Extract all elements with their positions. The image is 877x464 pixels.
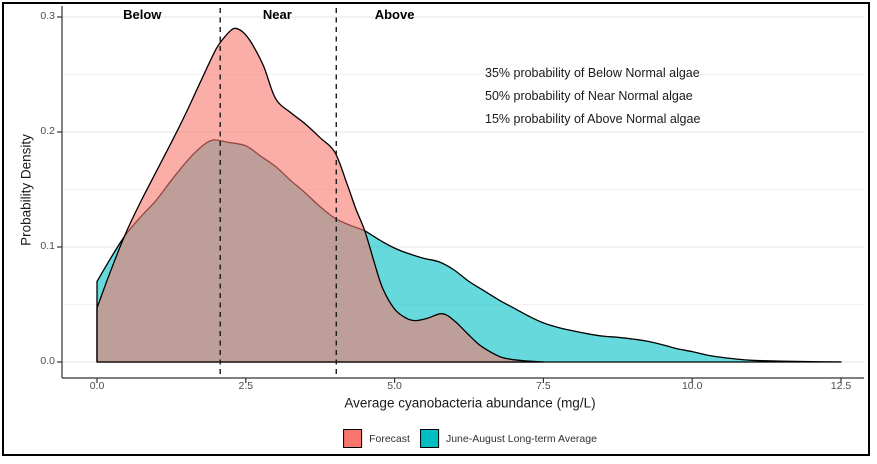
legend-label-forecast: Forecast <box>369 432 410 445</box>
x-tick-label: 2.5 <box>238 380 254 392</box>
x-axis-title: Average cyanobacteria abundance (mg/L) <box>344 395 596 411</box>
legend-label-longterm-average: June-August Long-term Average <box>445 432 597 445</box>
annotation-above-normal: 15% probability of Above Normal algae <box>485 112 701 126</box>
forecast-color-swatch-icon <box>343 429 363 448</box>
y-tick-label: 0.0 <box>40 355 55 367</box>
legend-item-forecast: Forecast <box>343 429 410 448</box>
longterm-average-color-swatch-icon <box>419 429 439 448</box>
x-tick-label: 5.0 <box>387 380 402 392</box>
x-tick-label: 12.5 <box>830 380 852 392</box>
annotation-below-normal: 35% probability of Below Normal algae <box>485 66 700 80</box>
x-tick-label: 0.0 <box>89 380 105 392</box>
y-axis-title: Probability Density <box>18 134 34 246</box>
legend: Forecast June-August Long-term Average <box>343 429 597 448</box>
y-tick-label: 0.2 <box>40 125 55 137</box>
y-tick-label: 0.3 <box>40 10 55 22</box>
x-tick-label: 7.5 <box>536 380 551 392</box>
y-tick-label: 0.1 <box>40 240 55 252</box>
legend-item-longterm-average: June-August Long-term Average <box>419 429 597 448</box>
probability-annotations: 35% probability of Below Normal algae 50… <box>485 62 700 131</box>
annotation-near-normal: 50% probability of Near Normal algae <box>485 89 693 103</box>
region-label-near: Near <box>262 7 292 22</box>
x-tick-label: 10.0 <box>681 380 703 392</box>
region-label-above: Above <box>374 7 415 22</box>
region-label-below: Below <box>123 7 162 22</box>
